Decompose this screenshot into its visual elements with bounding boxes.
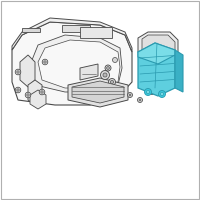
Polygon shape [20,55,35,87]
Circle shape [42,59,48,65]
Polygon shape [22,28,40,32]
Polygon shape [30,90,46,109]
Circle shape [112,58,118,62]
Circle shape [44,61,46,63]
Circle shape [151,91,153,93]
Circle shape [160,92,164,96]
Circle shape [167,87,169,89]
Polygon shape [138,43,175,96]
Polygon shape [68,78,128,107]
Polygon shape [142,35,175,55]
Circle shape [161,91,163,93]
Circle shape [108,78,116,86]
Polygon shape [138,43,175,64]
Circle shape [138,98,142,102]
Circle shape [139,99,141,101]
Circle shape [158,90,166,98]
Circle shape [41,91,43,93]
Circle shape [110,80,114,84]
Circle shape [129,94,131,96]
Circle shape [160,90,164,95]
Circle shape [168,79,172,84]
Circle shape [27,94,29,96]
Circle shape [15,69,21,75]
Circle shape [166,86,170,90]
Polygon shape [12,22,132,105]
Circle shape [17,89,19,91]
Circle shape [146,90,150,94]
Circle shape [169,81,171,83]
Polygon shape [12,18,132,52]
Polygon shape [30,35,122,92]
Polygon shape [62,25,90,32]
Polygon shape [72,81,124,103]
Circle shape [128,92,132,98]
Circle shape [144,88,152,96]
Circle shape [107,67,109,69]
Polygon shape [80,27,112,38]
Polygon shape [80,64,98,80]
Polygon shape [38,40,120,88]
Polygon shape [175,50,183,92]
Circle shape [17,71,19,73]
Circle shape [15,87,21,93]
Circle shape [103,73,107,77]
Circle shape [105,65,111,71]
Polygon shape [28,80,42,105]
Circle shape [101,71,110,79]
Circle shape [150,90,154,95]
Polygon shape [138,32,178,59]
Circle shape [25,92,31,98]
Circle shape [39,89,45,95]
